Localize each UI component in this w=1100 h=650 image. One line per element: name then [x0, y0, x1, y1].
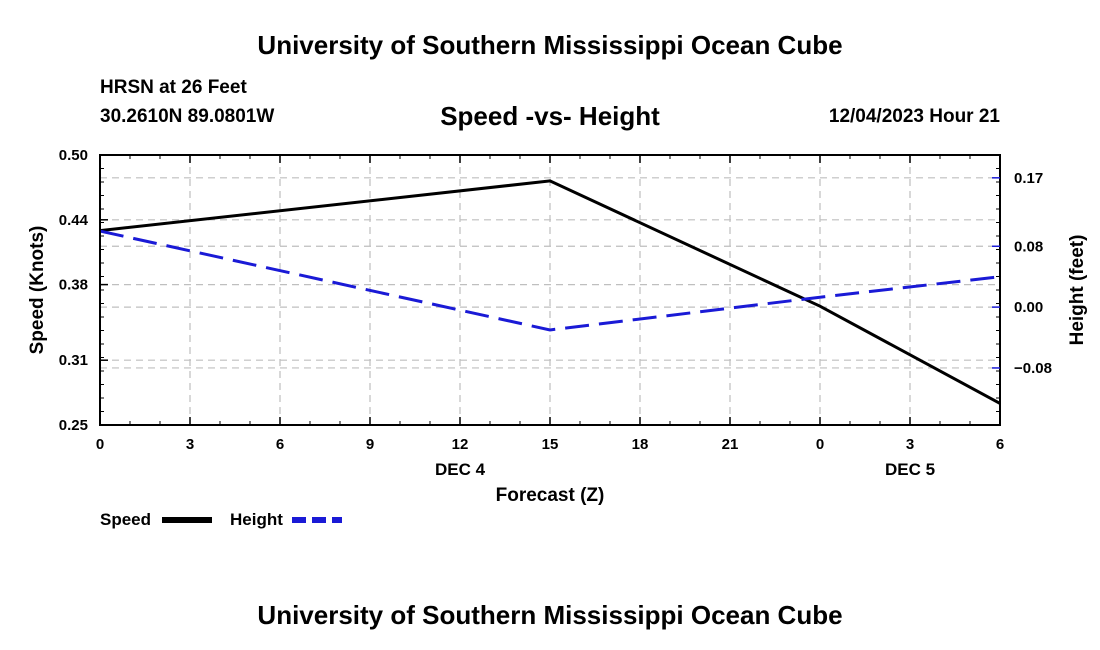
- coordinates-label: 30.2610N 89.0801W: [100, 106, 275, 127]
- grid-lines: [100, 155, 1000, 425]
- series-lines: [99, 179, 1001, 405]
- x-tick-label: 3: [186, 436, 194, 453]
- x-tick-label: 6: [276, 436, 284, 453]
- x-tick-label: 9: [366, 436, 374, 453]
- x-tick-label: 0: [816, 436, 824, 453]
- x-tick-label: 12: [452, 436, 469, 453]
- x-tick-label: 21: [722, 436, 739, 453]
- x-tick-label: 15: [542, 436, 559, 453]
- x-tick-label: 3: [906, 436, 914, 453]
- x-axis-title: Forecast (Z): [496, 485, 605, 506]
- height-series-line: [99, 229, 1001, 332]
- y2-tick-label: 0.08: [1014, 238, 1043, 255]
- x-tick-label: 18: [632, 436, 649, 453]
- speed-series-line: [99, 179, 1001, 405]
- y2-axis-title: Height (feet): [1067, 235, 1088, 346]
- y-tick-label: 0.25: [59, 417, 88, 434]
- chart-title: Speed -vs- Height: [440, 101, 660, 131]
- y2-tick-label: 0.00: [1014, 299, 1043, 316]
- timestamp-label: 12/04/2023 Hour 21: [828, 106, 1000, 127]
- page-title: University of Southern Mississippi Ocean…: [257, 30, 843, 60]
- y-tick-label: 0.38: [59, 277, 88, 294]
- station-label: HRSN at 26 Feet: [100, 77, 247, 98]
- y-tick-label: 0.44: [59, 212, 89, 229]
- y-axis-title: Speed (Knots): [27, 226, 48, 355]
- legend: Speed Height: [100, 510, 342, 529]
- y-tick-label: 0.31: [59, 352, 88, 369]
- x-date-label: DEC 5: [885, 460, 935, 479]
- y-tick-label: 0.50: [59, 147, 88, 164]
- x-tick-label: 0: [96, 436, 104, 453]
- footer-title: University of Southern Mississippi Ocean…: [257, 600, 843, 630]
- legend-speed-label: Speed: [100, 510, 151, 529]
- axes: 0 3 6 9 12 15 18 21 0 3 6 DEC 4 DEC 5 0.25 0.31 0.38 0.4…: [59, 147, 1052, 479]
- legend-height-label: Height: [230, 510, 283, 529]
- x-date-label: DEC 4: [435, 460, 486, 479]
- y2-tick-label: −0.08: [1014, 360, 1052, 377]
- x-tick-label: 6: [996, 436, 1004, 453]
- y2-tick-label: 0.17: [1014, 170, 1043, 187]
